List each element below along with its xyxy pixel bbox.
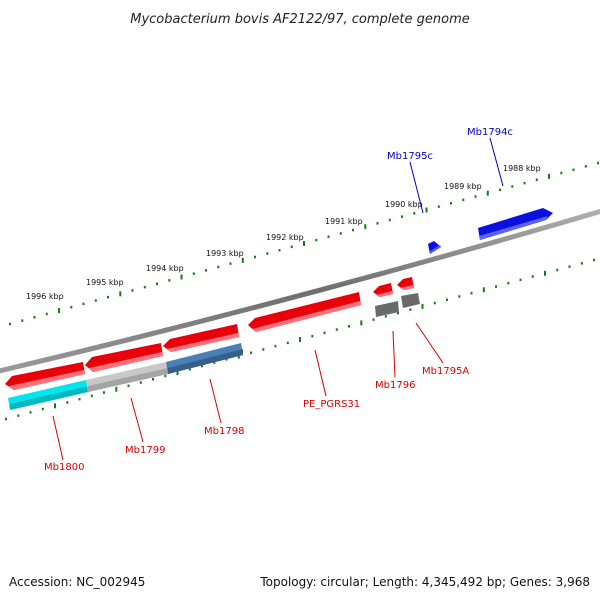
label-leaders xyxy=(52,137,504,461)
leader-mb1798 xyxy=(209,378,222,424)
gene-arrow-mb1795c[interactable] xyxy=(428,241,441,254)
genome-summary-text: Topology: circular; Length: 4,345,492 bp… xyxy=(259,575,590,589)
accession-text: Accession: NC_002945 xyxy=(9,575,145,589)
genome-backbone xyxy=(0,208,600,374)
gene-arrow-pe-pgrs31[interactable] xyxy=(248,292,361,332)
scale-label-1993: 1993 kbp xyxy=(206,249,244,258)
scale-label-1995: 1995 kbp xyxy=(86,278,124,287)
scale-label-1988: 1988 kbp xyxy=(503,164,541,173)
gene-label-mb1799[interactable]: Mb1799 xyxy=(125,445,165,456)
reverse-genes xyxy=(428,208,553,254)
scale-label-1992: 1992 kbp xyxy=(266,233,304,242)
gene-label-mb1798[interactable]: Mb1798 xyxy=(204,426,244,437)
gene-arrow-mb1799[interactable] xyxy=(85,343,163,372)
scale-labels: 1996 kbp 1995 kbp 1994 kbp 1993 kbp 1992… xyxy=(26,164,541,301)
leader-mb1795c xyxy=(409,161,424,214)
cds-feature-mb1795A[interactable] xyxy=(401,293,420,308)
gene-arrow-mb1800[interactable] xyxy=(5,362,85,390)
cds-feature-mb1800-shade xyxy=(10,386,88,410)
cds-feature-mb1798-shade xyxy=(168,349,243,374)
leader-mb1794c xyxy=(489,137,504,187)
gene-arrow-mb1795A[interactable] xyxy=(397,277,414,290)
gene-label-pe-pgrs31[interactable]: PE_PGRS31 xyxy=(303,399,360,410)
cds-feature-mb1799-shade xyxy=(88,368,168,392)
leader-mb1800 xyxy=(52,415,64,461)
gene-arrow-mb1798[interactable] xyxy=(163,324,239,352)
gene-label-mb1796[interactable]: Mb1796 xyxy=(375,380,415,391)
gene-label-mb1795A[interactable]: Mb1795A xyxy=(422,366,469,377)
leader-mb1799 xyxy=(130,397,144,443)
scale-label-1996: 1996 kbp xyxy=(26,292,64,301)
gene-arrow-mb1794c[interactable] xyxy=(478,208,553,240)
gene-label-mb1800[interactable]: Mb1800 xyxy=(44,462,84,473)
gene-label-mb1794c[interactable]: Mb1794c xyxy=(467,127,513,138)
gene-label-mb1795c[interactable]: Mb1795c xyxy=(387,151,433,162)
cds-feature-mb1796[interactable] xyxy=(375,301,399,317)
map-title: Mycobacterium bovis AF2122/97, complete … xyxy=(130,12,469,27)
scale-label-1991: 1991 kbp xyxy=(325,217,363,226)
scale-label-1989: 1989 kbp xyxy=(444,182,482,191)
leader-mb1796 xyxy=(392,330,396,378)
leader-mb1795A xyxy=(415,322,444,364)
gene-arrow-mb1796[interactable] xyxy=(373,283,393,297)
outer-tick-track xyxy=(9,161,599,326)
forward-genes xyxy=(5,277,414,390)
scale-label-1994: 1994 kbp xyxy=(146,264,184,273)
cds-track xyxy=(8,293,420,410)
gene-labels: Mb1800 Mb1799 Mb1798 PE_PGRS31 Mb1796 Mb… xyxy=(44,127,513,473)
leader-pe-pgrs31 xyxy=(314,349,327,397)
scale-label-1990: 1990 kbp xyxy=(385,200,423,209)
